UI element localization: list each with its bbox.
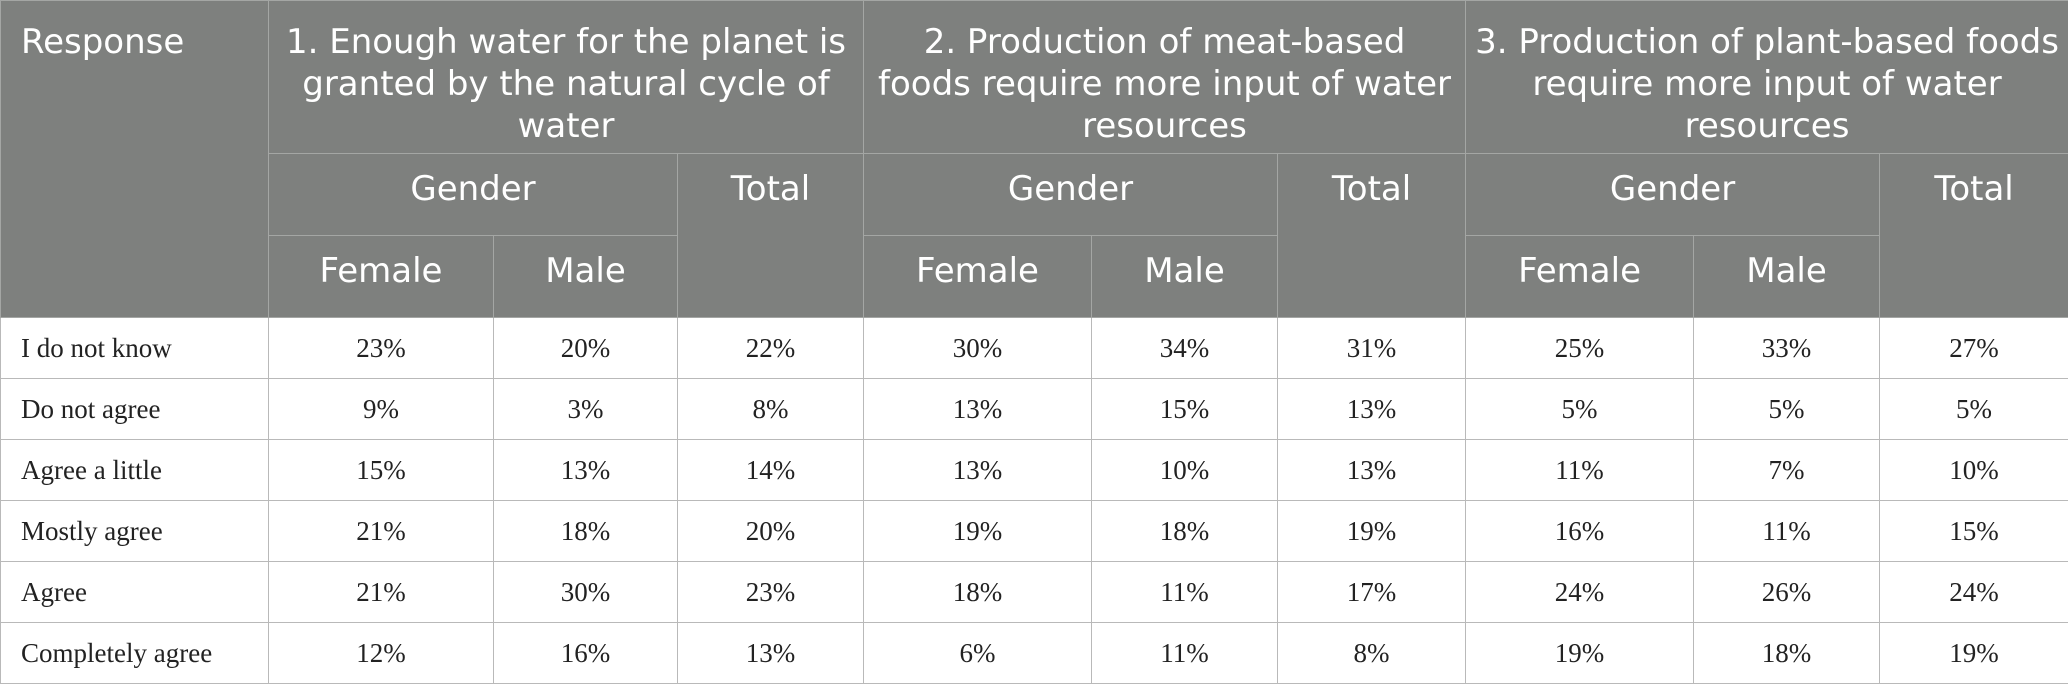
table-cell: 13%	[1278, 379, 1466, 440]
row-label: Do not agree	[1, 379, 269, 440]
table-cell: 5%	[1880, 379, 2068, 440]
table-cell: 3%	[494, 379, 678, 440]
table-cell: 24%	[1466, 562, 1694, 623]
table-cell: 6%	[864, 623, 1092, 684]
table-cell: 23%	[269, 318, 494, 379]
gender-header: Gender	[864, 154, 1278, 236]
table-cell: 11%	[1466, 440, 1694, 501]
male-header: Male	[1092, 236, 1278, 318]
table-cell: 30%	[494, 562, 678, 623]
row-label: Completely agree	[1, 623, 269, 684]
table-row: Mostly agree 21% 18% 20% 19% 18% 19% 16%…	[1, 501, 2068, 562]
table-cell: 21%	[269, 562, 494, 623]
row-label: Agree a little	[1, 440, 269, 501]
female-header: Female	[864, 236, 1092, 318]
total-header: Total	[1278, 154, 1466, 318]
table-cell: 8%	[1278, 623, 1466, 684]
table-cell: 23%	[678, 562, 864, 623]
response-header: Response	[1, 1, 269, 318]
table-cell: 15%	[1092, 379, 1278, 440]
male-header: Male	[1694, 236, 1880, 318]
table-cell: 20%	[678, 501, 864, 562]
table-cell: 7%	[1694, 440, 1880, 501]
question-1-header: 1. Enough water for the planet is grante…	[269, 1, 864, 154]
table-cell: 19%	[1278, 501, 1466, 562]
table-cell: 24%	[1880, 562, 2068, 623]
table-cell: 18%	[1092, 501, 1278, 562]
table-cell: 13%	[1278, 440, 1466, 501]
table-cell: 22%	[678, 318, 864, 379]
table-cell: 18%	[864, 562, 1092, 623]
table-cell: 21%	[269, 501, 494, 562]
table-row: Do not agree 9% 3% 8% 13% 15% 13% 5% 5% …	[1, 379, 2068, 440]
gender-header: Gender	[269, 154, 678, 236]
question-2-header: 2. Production of meat-based foods requir…	[864, 1, 1466, 154]
table-cell: 8%	[678, 379, 864, 440]
table-cell: 13%	[864, 440, 1092, 501]
row-label: I do not know	[1, 318, 269, 379]
table-cell: 19%	[1880, 623, 2068, 684]
table-header: Response 1. Enough water for the planet …	[1, 1, 2068, 318]
table-cell: 15%	[269, 440, 494, 501]
table-cell: 11%	[1092, 623, 1278, 684]
table-cell: 20%	[494, 318, 678, 379]
gender-header: Gender	[1466, 154, 1880, 236]
table-cell: 19%	[864, 501, 1092, 562]
table-cell: 34%	[1092, 318, 1278, 379]
table-row: Agree a little 15% 13% 14% 13% 10% 13% 1…	[1, 440, 2068, 501]
table-cell: 11%	[1092, 562, 1278, 623]
table-cell: 9%	[269, 379, 494, 440]
table-cell: 5%	[1466, 379, 1694, 440]
table-cell: 14%	[678, 440, 864, 501]
row-label: Mostly agree	[1, 501, 269, 562]
question-3-header: 3. Production of plant-based foods requi…	[1466, 1, 2068, 154]
male-header: Male	[494, 236, 678, 318]
table-cell: 13%	[678, 623, 864, 684]
table-row: Agree 21% 30% 23% 18% 11% 17% 24% 26% 24…	[1, 562, 2068, 623]
table-cell: 18%	[1694, 623, 1880, 684]
table-cell: 30%	[864, 318, 1092, 379]
table-cell: 5%	[1694, 379, 1880, 440]
table-cell: 10%	[1092, 440, 1278, 501]
table-cell: 25%	[1466, 318, 1694, 379]
table-row: Completely agree 12% 16% 13% 6% 11% 8% 1…	[1, 623, 2068, 684]
row-label: Agree	[1, 562, 269, 623]
table-cell: 16%	[1466, 501, 1694, 562]
table-body: I do not know 23% 20% 22% 30% 34% 31% 25…	[1, 318, 2068, 684]
female-header: Female	[269, 236, 494, 318]
table-cell: 11%	[1694, 501, 1880, 562]
table-cell: 18%	[494, 501, 678, 562]
table-cell: 19%	[1466, 623, 1694, 684]
table-cell: 10%	[1880, 440, 2068, 501]
female-header: Female	[1466, 236, 1694, 318]
table-cell: 16%	[494, 623, 678, 684]
table-cell: 13%	[494, 440, 678, 501]
table-cell: 26%	[1694, 562, 1880, 623]
table-cell: 33%	[1694, 318, 1880, 379]
table-cell: 12%	[269, 623, 494, 684]
table-row: I do not know 23% 20% 22% 30% 34% 31% 25…	[1, 318, 2068, 379]
total-header: Total	[678, 154, 864, 318]
table-cell: 15%	[1880, 501, 2068, 562]
table-cell: 17%	[1278, 562, 1466, 623]
total-header: Total	[1880, 154, 2068, 318]
table-cell: 13%	[864, 379, 1092, 440]
table-cell: 31%	[1278, 318, 1466, 379]
table-cell: 27%	[1880, 318, 2068, 379]
